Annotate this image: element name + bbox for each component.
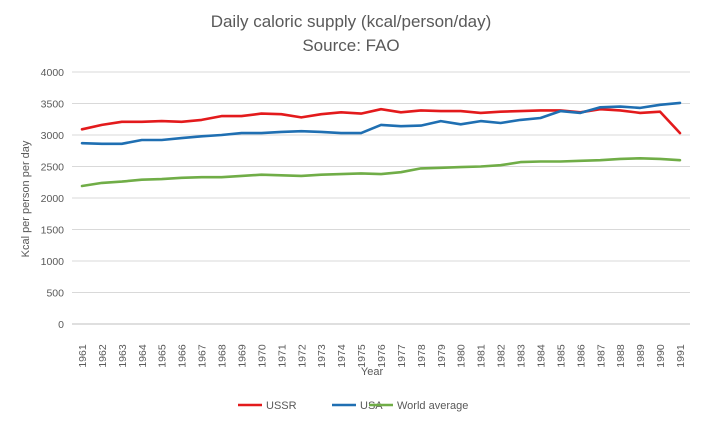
x-tick-label: 1966 xyxy=(177,344,189,368)
x-tick-label: 1984 xyxy=(535,344,547,368)
y-tick-label: 3500 xyxy=(41,99,65,111)
x-tick-label: 1973 xyxy=(316,344,328,368)
y-axis-label: Kcal per person per day xyxy=(20,140,32,257)
y-tick-label: 1500 xyxy=(41,225,65,237)
legend: USSRUSAWorld average xyxy=(238,400,468,412)
x-tick-label: 1977 xyxy=(396,344,408,368)
x-tick-label: 1961 xyxy=(77,344,89,368)
x-tick-label: 1972 xyxy=(296,344,308,368)
x-tick-label: 1978 xyxy=(416,344,428,368)
chart-subtitle: Source: FAO xyxy=(302,36,399,55)
x-tick-label: 1965 xyxy=(157,344,169,368)
x-tick-label: 1987 xyxy=(595,344,607,368)
x-tick-label: 1980 xyxy=(456,344,468,368)
series-lines xyxy=(80,101,682,188)
x-tick-label: 1986 xyxy=(575,344,587,368)
chart-title: Daily caloric supply (kcal/person/day) xyxy=(211,12,492,31)
y-tick-label: 500 xyxy=(46,288,64,300)
x-tick-label: 1970 xyxy=(256,344,268,368)
x-tick-label: 1991 xyxy=(675,344,687,368)
gridlines xyxy=(72,71,690,325)
x-tick-label: 1981 xyxy=(476,344,488,368)
series-line-ussr xyxy=(80,107,682,135)
y-axis-ticks: 0 500 1000 1500 2000 2500 3000 3500 4000 xyxy=(41,67,65,331)
x-tick-label: 1975 xyxy=(356,344,368,368)
x-tick-label: 1989 xyxy=(635,344,647,368)
x-tick-label: 1964 xyxy=(137,344,149,368)
x-tick-label: 1963 xyxy=(117,344,129,368)
x-tick-label: 1983 xyxy=(516,344,528,368)
y-tick-label: 3000 xyxy=(41,130,65,142)
x-tick-label: 1976 xyxy=(376,344,388,368)
y-tick-label: 2000 xyxy=(41,193,65,205)
x-tick-label: 1971 xyxy=(276,344,288,368)
x-tick-label: 1982 xyxy=(496,344,508,368)
x-axis-ticks: 1961 1962 1963 1964 1965 1966 1967 1968 1969 1970… xyxy=(77,344,687,368)
x-tick-label: 1988 xyxy=(615,344,627,368)
x-tick-label: 1967 xyxy=(197,344,209,368)
x-tick-label: 1969 xyxy=(236,344,248,368)
y-tick-label: 0 xyxy=(58,319,64,331)
x-tick-label: 1985 xyxy=(555,344,567,368)
x-tick-label: 1990 xyxy=(655,344,667,368)
legend-label-world-average: World average xyxy=(397,400,468,412)
y-tick-label: 4000 xyxy=(41,67,65,79)
x-axis-label: Year xyxy=(361,366,384,378)
y-tick-label: 2500 xyxy=(41,162,65,174)
series-line-usa xyxy=(80,101,682,146)
y-tick-label: 1000 xyxy=(41,256,65,268)
x-tick-label: 1962 xyxy=(97,344,109,368)
series-line-world-average xyxy=(80,157,682,188)
x-tick-label: 1979 xyxy=(436,344,448,368)
x-tick-label: 1974 xyxy=(336,344,348,368)
x-tick-label: 1968 xyxy=(217,344,229,368)
legend-label-ussr: USSR xyxy=(266,400,297,412)
